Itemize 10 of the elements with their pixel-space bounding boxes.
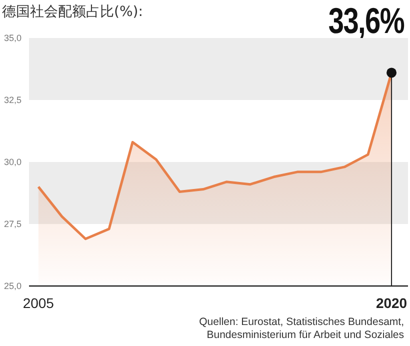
annotation: 33,6% [328, 0, 404, 42]
y-tick-label: 35,0 [4, 33, 22, 43]
chart-title: 德国社会配额占比(%): [2, 3, 143, 21]
y-tick-label: 32,5 [4, 95, 22, 105]
x-tick-label: 2005 [22, 295, 54, 311]
source-note: Quellen: Eurostat, Statistisches Bundesamt, Bundesministerium für Arbeit und Soziales [198, 316, 404, 342]
y-tick-label: 27,5 [4, 219, 22, 229]
y-tick-label: 30,0 [4, 157, 22, 167]
y-tick-label: 25,0 [4, 281, 22, 291]
x-tick-label: 2020 [376, 295, 408, 311]
